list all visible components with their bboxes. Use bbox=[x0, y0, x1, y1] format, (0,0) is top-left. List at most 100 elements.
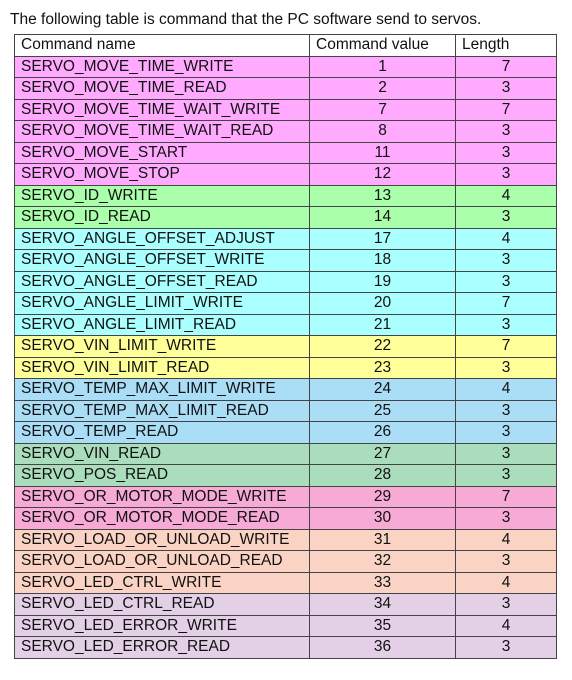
table-row: SERVO_VIN_READ 27 3 bbox=[14, 442, 557, 465]
header-length: Length bbox=[455, 34, 557, 57]
command-name-cell: SERVO_LOAD_OR_UNLOAD_WRITE bbox=[14, 528, 310, 551]
table-row: SERVO_ANGLE_OFFSET_READ 19 3 bbox=[14, 270, 557, 293]
table-row: SERVO_ID_READ 14 3 bbox=[14, 206, 557, 229]
length-cell: 7 bbox=[455, 292, 557, 315]
length-cell: 3 bbox=[455, 442, 557, 465]
command-name-cell: SERVO_VIN_LIMIT_WRITE bbox=[14, 335, 310, 358]
length-cell: 7 bbox=[455, 485, 557, 508]
command-value-cell: 19 bbox=[309, 270, 456, 293]
command-value-cell: 33 bbox=[309, 571, 456, 594]
table-row: SERVO_LOAD_OR_UNLOAD_WRITE 31 4 bbox=[14, 528, 557, 551]
command-value-cell: 14 bbox=[309, 206, 456, 229]
command-value-cell: 31 bbox=[309, 528, 456, 551]
command-name-cell: SERVO_ID_READ bbox=[14, 206, 310, 229]
command-name-cell: SERVO_OR_MOTOR_MODE_WRITE bbox=[14, 485, 310, 508]
command-value-cell: 29 bbox=[309, 485, 456, 508]
length-cell: 3 bbox=[455, 249, 557, 272]
table-row: SERVO_ID_WRITE 13 4 bbox=[14, 184, 557, 207]
command-name-cell: SERVO_OR_MOTOR_MODE_READ bbox=[14, 507, 310, 530]
command-value-cell: 21 bbox=[309, 313, 456, 336]
length-cell: 7 bbox=[455, 335, 557, 358]
table-row: SERVO_TEMP_READ 26 3 bbox=[14, 421, 557, 444]
table-row: SERVO_ANGLE_LIMIT_WRITE 20 7 bbox=[14, 292, 557, 315]
command-value-cell: 2 bbox=[309, 77, 456, 100]
command-name-cell: SERVO_LOAD_OR_UNLOAD_READ bbox=[14, 550, 310, 573]
length-cell: 3 bbox=[455, 163, 557, 186]
length-cell: 4 bbox=[455, 614, 557, 637]
table-row: SERVO_POS_READ 28 3 bbox=[14, 464, 557, 487]
command-value-cell: 17 bbox=[309, 227, 456, 250]
command-value-cell: 1 bbox=[309, 55, 456, 78]
command-name-cell: SERVO_MOVE_TIME_WAIT_READ bbox=[14, 120, 310, 143]
table-row: SERVO_LED_CTRL_WRITE 33 4 bbox=[14, 571, 557, 594]
length-cell: 7 bbox=[455, 55, 557, 78]
length-cell: 3 bbox=[455, 550, 557, 573]
table-row: SERVO_MOVE_TIME_WRITE 1 7 bbox=[14, 55, 557, 78]
command-value-cell: 35 bbox=[309, 614, 456, 637]
table-row: SERVO_MOVE_TIME_READ 2 3 bbox=[14, 77, 557, 100]
command-value-cell: 11 bbox=[309, 141, 456, 164]
command-name-cell: SERVO_VIN_LIMIT_READ bbox=[14, 356, 310, 379]
command-value-cell: 12 bbox=[309, 163, 456, 186]
command-value-cell: 26 bbox=[309, 421, 456, 444]
table-row: SERVO_ANGLE_OFFSET_ADJUST 17 4 bbox=[14, 227, 557, 250]
length-cell: 3 bbox=[455, 270, 557, 293]
table-row: SERVO_TEMP_MAX_LIMIT_READ 25 3 bbox=[14, 399, 557, 422]
header-command-name: Command name bbox=[14, 34, 310, 57]
command-name-cell: SERVO_MOVE_START bbox=[14, 141, 310, 164]
length-cell: 3 bbox=[455, 77, 557, 100]
command-value-cell: 36 bbox=[309, 636, 456, 659]
command-name-cell: SERVO_ANGLE_OFFSET_WRITE bbox=[14, 249, 310, 272]
table-row: SERVO_ANGLE_OFFSET_WRITE 18 3 bbox=[14, 249, 557, 272]
length-cell: 3 bbox=[455, 206, 557, 229]
table-body: SERVO_MOVE_TIME_WRITE 1 7 SERVO_MOVE_TIME_R… bbox=[14, 55, 557, 659]
length-cell: 3 bbox=[455, 507, 557, 530]
command-value-cell: 25 bbox=[309, 399, 456, 422]
command-name-cell: SERVO_ID_WRITE bbox=[14, 184, 310, 207]
command-name-cell: SERVO_MOVE_STOP bbox=[14, 163, 310, 186]
command-name-cell: SERVO_ANGLE_LIMIT_READ bbox=[14, 313, 310, 336]
length-cell: 3 bbox=[455, 464, 557, 487]
command-value-cell: 18 bbox=[309, 249, 456, 272]
table-row: SERVO_VIN_LIMIT_WRITE 22 7 bbox=[14, 335, 557, 358]
table-row: SERVO_OR_MOTOR_MODE_WRITE 29 7 bbox=[14, 485, 557, 508]
length-cell: 4 bbox=[455, 378, 557, 401]
length-cell: 3 bbox=[455, 421, 557, 444]
command-value-cell: 24 bbox=[309, 378, 456, 401]
command-name-cell: SERVO_TEMP_MAX_LIMIT_READ bbox=[14, 399, 310, 422]
command-value-cell: 27 bbox=[309, 442, 456, 465]
command-name-cell: SERVO_ANGLE_OFFSET_ADJUST bbox=[14, 227, 310, 250]
command-value-cell: 7 bbox=[309, 98, 456, 121]
command-value-cell: 13 bbox=[309, 184, 456, 207]
table-row: SERVO_MOVE_TIME_WAIT_READ 8 3 bbox=[14, 120, 557, 143]
length-cell: 4 bbox=[455, 571, 557, 594]
table-row: SERVO_LED_ERROR_WRITE 35 4 bbox=[14, 614, 557, 637]
command-name-cell: SERVO_ANGLE_OFFSET_READ bbox=[14, 270, 310, 293]
table-row: SERVO_MOVE_TIME_WAIT_WRITE 7 7 bbox=[14, 98, 557, 121]
command-value-cell: 8 bbox=[309, 120, 456, 143]
length-cell: 3 bbox=[455, 593, 557, 616]
command-value-cell: 20 bbox=[309, 292, 456, 315]
length-cell: 3 bbox=[455, 356, 557, 379]
command-table: Command name Command value Length SERVO_… bbox=[14, 34, 557, 659]
command-name-cell: SERVO_VIN_READ bbox=[14, 442, 310, 465]
length-cell: 3 bbox=[455, 141, 557, 164]
length-cell: 4 bbox=[455, 184, 557, 207]
command-value-cell: 30 bbox=[309, 507, 456, 530]
length-cell: 7 bbox=[455, 98, 557, 121]
command-name-cell: SERVO_TEMP_MAX_LIMIT_WRITE bbox=[14, 378, 310, 401]
command-name-cell: SERVO_MOVE_TIME_READ bbox=[14, 77, 310, 100]
table-row: SERVO_VIN_LIMIT_READ 23 3 bbox=[14, 356, 557, 379]
table-header-row: Command name Command value Length bbox=[14, 34, 557, 57]
table-row: SERVO_LED_CTRL_READ 34 3 bbox=[14, 593, 557, 616]
command-name-cell: SERVO_LED_CTRL_READ bbox=[14, 593, 310, 616]
header-command-value: Command value bbox=[309, 34, 456, 57]
table-row: SERVO_TEMP_MAX_LIMIT_WRITE 24 4 bbox=[14, 378, 557, 401]
command-name-cell: SERVO_POS_READ bbox=[14, 464, 310, 487]
command-name-cell: SERVO_MOVE_TIME_WRITE bbox=[14, 55, 310, 78]
table-row: SERVO_MOVE_START 11 3 bbox=[14, 141, 557, 164]
command-value-cell: 34 bbox=[309, 593, 456, 616]
command-value-cell: 22 bbox=[309, 335, 456, 358]
command-value-cell: 23 bbox=[309, 356, 456, 379]
table-row: SERVO_MOVE_STOP 12 3 bbox=[14, 163, 557, 186]
